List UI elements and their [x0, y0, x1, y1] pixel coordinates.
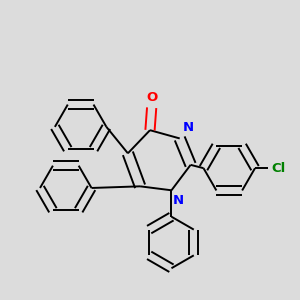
Text: O: O — [146, 91, 157, 104]
Text: Cl: Cl — [272, 162, 286, 175]
Text: N: N — [173, 194, 184, 207]
Text: N: N — [182, 122, 194, 134]
